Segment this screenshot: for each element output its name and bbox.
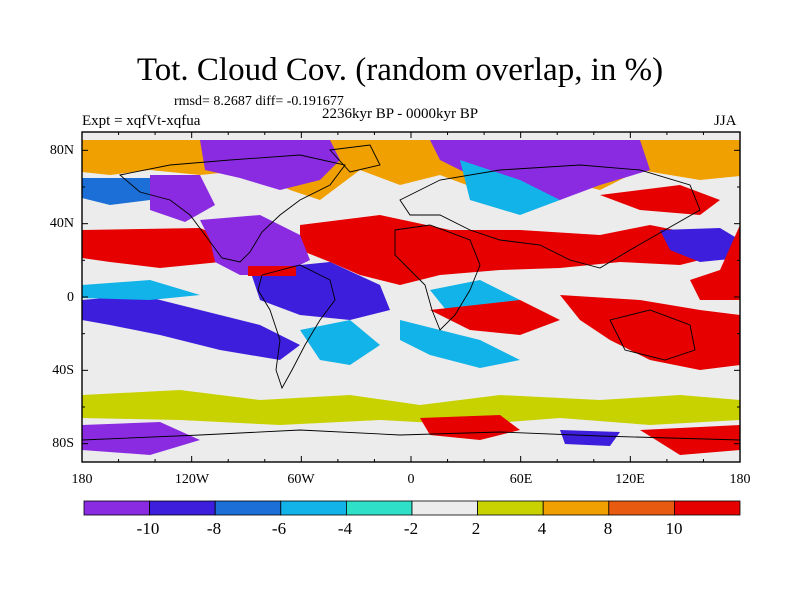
lon-label-120e: 120E xyxy=(615,472,645,487)
field-siberia-purple xyxy=(430,140,650,200)
colorbar-label-0: -10 xyxy=(137,519,160,538)
colorbar-label-7: 8 xyxy=(604,519,613,538)
field-n-america-purple xyxy=(150,175,215,222)
lon-label-120w: 120W xyxy=(175,472,210,487)
colorbar-box-3 xyxy=(280,500,347,516)
field-n-pacific-red xyxy=(82,228,240,268)
period-label: 2236kyr BP - 0000kyr BP xyxy=(322,106,479,122)
coast-australia xyxy=(609,309,696,361)
field-s-atlantic-cyan xyxy=(400,320,520,368)
field-w-pacific-blue xyxy=(660,228,740,262)
field-s-america-cyan xyxy=(300,320,380,365)
map-title: Tot. Cloud Cov. (random overlap, in %) xyxy=(136,52,664,88)
field-caribbean-red xyxy=(248,266,296,276)
colorbar-box-1 xyxy=(149,500,216,516)
field-madagascar-red xyxy=(430,300,560,335)
field-s-pacific-blue xyxy=(82,295,300,360)
coast-africa xyxy=(394,224,481,331)
lon-label-60e: 60E xyxy=(510,472,533,487)
colorbar-label-8: 10 xyxy=(666,519,683,538)
colorbar-box-5 xyxy=(411,500,478,516)
lon-label-180e: 180 xyxy=(730,472,751,487)
lat-label-0: 0 xyxy=(67,290,74,305)
colorbar-label-2: -6 xyxy=(272,519,286,538)
colorbar-label-1: -8 xyxy=(207,519,221,538)
field-antarctic-blue xyxy=(560,430,620,446)
field-eurasia-cyan xyxy=(460,160,560,215)
colorbar-box-2 xyxy=(214,500,282,516)
lat-label-80s: 80S xyxy=(52,436,74,451)
colorbar-label-6: 4 xyxy=(538,519,547,538)
field-dateline-red xyxy=(690,225,740,300)
field-australia-red xyxy=(560,295,740,370)
colorbar-label-4: -2 xyxy=(404,519,418,538)
experiment-label: Expt = xqfVt-xqfua xyxy=(82,113,201,129)
stats-text: rmsd= 8.2687 diff= -0.191677 xyxy=(174,94,344,109)
field-n-atlantic-red xyxy=(300,215,720,285)
map-field xyxy=(82,132,740,462)
lat-label-40n: 40N xyxy=(50,216,74,231)
colorbar-box-6 xyxy=(477,500,544,516)
longitude-ticks xyxy=(81,132,741,462)
lon-label-180w: 180 xyxy=(72,472,93,487)
field-central-america-purple xyxy=(200,215,310,275)
colorbar xyxy=(83,500,741,516)
coast-south-america xyxy=(257,264,336,390)
coastlines xyxy=(82,144,740,441)
coast-greenland xyxy=(329,144,381,173)
lon-label-0: 0 xyxy=(408,472,415,487)
colorbar-label-3: -4 xyxy=(338,519,353,538)
field-amazon-blue xyxy=(250,262,390,320)
coast-north-america xyxy=(119,154,346,263)
lat-label-80n: 80N xyxy=(50,143,74,158)
colorbar-box-7 xyxy=(542,500,610,516)
colorbar-box-8 xyxy=(608,500,675,516)
field-antarctic-purple-west xyxy=(82,422,200,455)
field-alaska-blue xyxy=(82,178,150,205)
season-label: JJA xyxy=(714,113,737,129)
field-e-pacific-cyan xyxy=(82,280,200,300)
field-southern-ocean-yellow xyxy=(82,390,740,425)
field-n-pacific-red-west xyxy=(600,185,720,215)
lon-label-60w: 60W xyxy=(287,472,315,487)
colorbar-label-5: 2 xyxy=(472,519,481,538)
field-canada-purple xyxy=(200,140,340,190)
coast-eurasia xyxy=(399,164,701,269)
colorbar-box-9 xyxy=(674,500,741,516)
colorbar-box-4 xyxy=(345,500,413,516)
colorbar-box-0 xyxy=(83,500,150,516)
field-antarctic-red-east xyxy=(640,425,740,455)
coast-antarctica xyxy=(82,429,740,441)
lat-label-40s: 40S xyxy=(52,363,74,378)
